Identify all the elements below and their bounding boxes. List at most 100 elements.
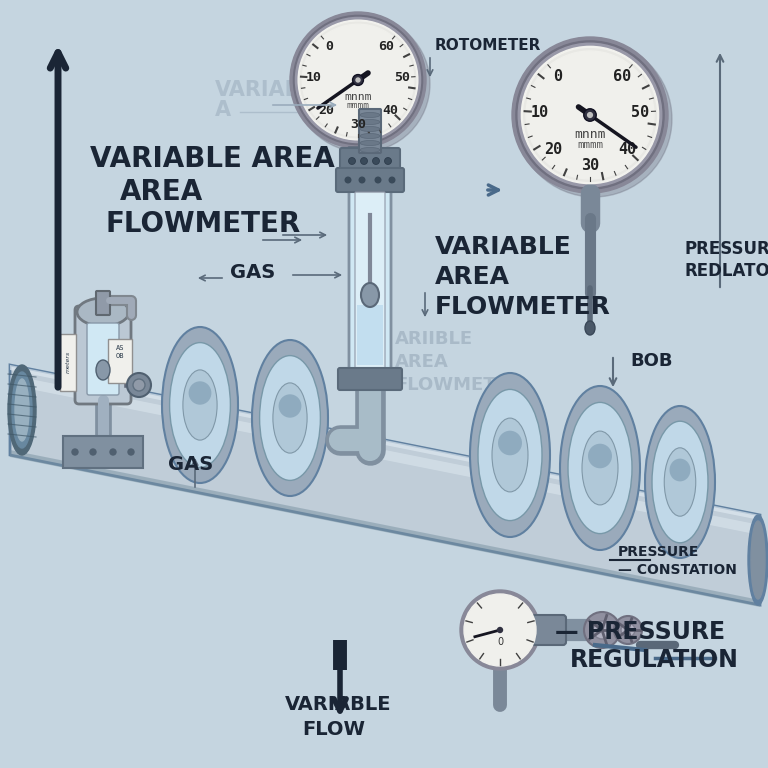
- Polygon shape: [10, 365, 760, 520]
- Text: ROTOMETER: ROTOMETER: [435, 38, 541, 53]
- Text: 0: 0: [497, 637, 503, 647]
- Text: mnnm: mnnm: [574, 128, 606, 141]
- Text: REGULATION: REGULATION: [570, 648, 739, 672]
- Circle shape: [349, 157, 356, 164]
- Ellipse shape: [360, 127, 380, 131]
- Circle shape: [584, 109, 596, 121]
- Text: 30: 30: [581, 158, 599, 174]
- Ellipse shape: [360, 120, 380, 124]
- Ellipse shape: [360, 141, 380, 145]
- Circle shape: [614, 616, 642, 644]
- Text: FLOWMETER: FLOWMETER: [105, 210, 300, 238]
- Text: 20: 20: [544, 142, 562, 157]
- Circle shape: [296, 18, 421, 143]
- Text: FLOWMETER: FLOWMETER: [395, 376, 521, 394]
- Circle shape: [587, 112, 593, 118]
- Ellipse shape: [360, 112, 380, 118]
- FancyBboxPatch shape: [75, 306, 131, 404]
- Text: FLOW: FLOW: [302, 720, 365, 739]
- Circle shape: [356, 78, 361, 83]
- Circle shape: [110, 449, 116, 455]
- Circle shape: [359, 177, 366, 184]
- Ellipse shape: [183, 370, 217, 440]
- Text: 60: 60: [614, 68, 632, 84]
- FancyBboxPatch shape: [87, 323, 119, 395]
- Circle shape: [385, 157, 392, 164]
- Text: BOB: BOB: [630, 352, 673, 370]
- Text: 30: 30: [350, 118, 366, 131]
- Ellipse shape: [170, 343, 230, 468]
- Text: AREA: AREA: [395, 353, 449, 371]
- Text: AREA: AREA: [120, 178, 204, 206]
- Text: 10: 10: [306, 71, 322, 84]
- Text: REDLATOR: REDLATOR: [685, 262, 768, 280]
- FancyBboxPatch shape: [340, 148, 400, 174]
- Text: 0: 0: [326, 40, 333, 53]
- Ellipse shape: [582, 431, 618, 505]
- Text: PRESSURE: PRESSURE: [618, 545, 700, 559]
- Ellipse shape: [652, 421, 708, 543]
- Ellipse shape: [273, 383, 307, 453]
- Ellipse shape: [492, 418, 528, 492]
- FancyBboxPatch shape: [350, 157, 366, 171]
- Ellipse shape: [470, 373, 550, 537]
- Ellipse shape: [361, 283, 379, 307]
- Circle shape: [294, 16, 430, 152]
- Circle shape: [298, 20, 418, 140]
- Ellipse shape: [260, 356, 320, 481]
- Text: 10: 10: [530, 104, 548, 120]
- FancyBboxPatch shape: [336, 168, 404, 192]
- Ellipse shape: [664, 448, 696, 516]
- Text: A: A: [215, 100, 231, 120]
- Text: AS
OB: AS OB: [116, 346, 124, 359]
- Ellipse shape: [77, 298, 129, 326]
- Polygon shape: [10, 450, 760, 607]
- Text: mmmm: mmmm: [346, 101, 369, 111]
- FancyBboxPatch shape: [96, 291, 110, 315]
- Circle shape: [353, 74, 363, 85]
- Circle shape: [512, 37, 668, 193]
- Ellipse shape: [748, 515, 768, 605]
- FancyBboxPatch shape: [355, 192, 385, 369]
- Ellipse shape: [568, 402, 632, 534]
- Circle shape: [300, 22, 415, 137]
- Polygon shape: [10, 375, 760, 535]
- Text: AREA: AREA: [435, 265, 510, 289]
- Text: meters: meters: [65, 351, 71, 373]
- Circle shape: [524, 48, 657, 181]
- Text: 60: 60: [379, 40, 395, 53]
- Circle shape: [526, 51, 654, 179]
- Circle shape: [375, 177, 382, 184]
- Ellipse shape: [360, 147, 380, 153]
- Text: 20: 20: [318, 104, 334, 117]
- Circle shape: [303, 25, 414, 136]
- Text: mmmm: mmmm: [577, 140, 603, 150]
- Text: GAS: GAS: [168, 455, 214, 474]
- Ellipse shape: [279, 394, 301, 418]
- Polygon shape: [10, 365, 760, 605]
- Ellipse shape: [645, 406, 715, 558]
- Ellipse shape: [12, 372, 32, 448]
- Ellipse shape: [8, 365, 36, 455]
- Circle shape: [584, 612, 620, 648]
- Ellipse shape: [252, 340, 328, 496]
- Circle shape: [593, 621, 611, 639]
- Text: — CONSTATION: — CONSTATION: [618, 563, 737, 577]
- FancyBboxPatch shape: [352, 167, 364, 181]
- Circle shape: [518, 43, 662, 187]
- FancyBboxPatch shape: [359, 109, 381, 153]
- FancyBboxPatch shape: [338, 368, 402, 390]
- Circle shape: [133, 379, 145, 391]
- Text: FLOWMETER: FLOWMETER: [435, 295, 611, 319]
- Circle shape: [127, 373, 151, 397]
- FancyBboxPatch shape: [108, 339, 132, 383]
- Text: — PRESSURE: — PRESSURE: [555, 620, 725, 644]
- Ellipse shape: [560, 386, 640, 550]
- Ellipse shape: [670, 458, 690, 482]
- Circle shape: [516, 41, 664, 189]
- Circle shape: [372, 157, 379, 164]
- Text: ARIIBLE: ARIIBLE: [395, 330, 473, 348]
- Circle shape: [521, 46, 659, 184]
- Circle shape: [464, 594, 536, 666]
- Circle shape: [345, 177, 352, 184]
